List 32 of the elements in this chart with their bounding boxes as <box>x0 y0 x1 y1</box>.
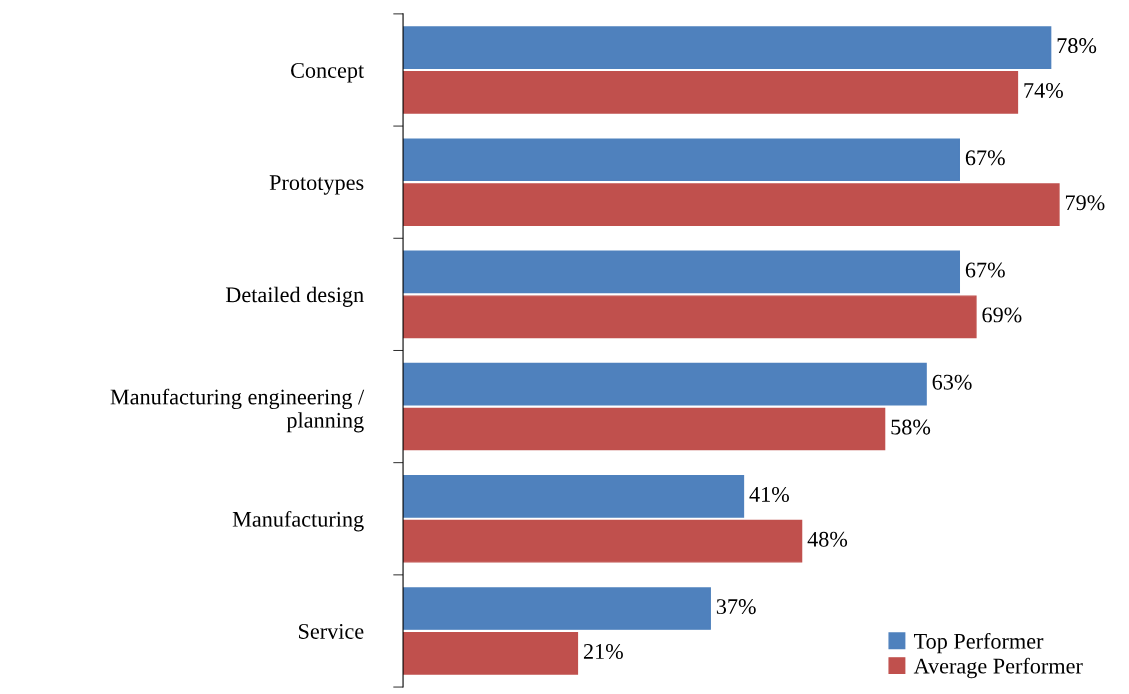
data-label: 58% <box>891 419 931 435</box>
data-label: 21% <box>583 643 623 660</box>
bar <box>403 295 977 339</box>
bar <box>403 587 711 630</box>
bar <box>403 26 1052 69</box>
data-label: 74% <box>1024 82 1063 99</box>
bar <box>403 362 927 406</box>
data-label: 79% <box>1065 195 1105 211</box>
data-label: 48% <box>807 531 848 547</box>
data-label: 63% <box>932 374 972 390</box>
data-label: 41% <box>749 486 789 502</box>
y-tick-label: Manufacturing engineering / planning <box>110 388 365 433</box>
y-tick-label: Manufacturing <box>232 510 364 532</box>
bar <box>403 519 803 563</box>
legend-label: Top Performer <box>914 632 1044 654</box>
y-tick-label: Concept <box>291 62 365 83</box>
bar <box>403 474 745 518</box>
y-tick-label: Service <box>299 623 364 639</box>
data-label: 37% <box>716 599 756 615</box>
bar <box>403 250 961 294</box>
bar <box>403 138 961 182</box>
data-label: 69% <box>982 307 1022 323</box>
y-tick-label: Prototypes <box>269 175 364 195</box>
data-label: 67% <box>965 262 1005 278</box>
data-label: 78% <box>1057 38 1097 54</box>
y-tick-label: Detailed design <box>225 286 364 307</box>
bar <box>403 632 579 675</box>
data-label: 67% <box>965 150 1005 166</box>
bar <box>403 71 1019 114</box>
bar <box>403 183 1060 226</box>
bar <box>403 407 886 451</box>
legend-label: Average Performer <box>913 657 1083 679</box>
